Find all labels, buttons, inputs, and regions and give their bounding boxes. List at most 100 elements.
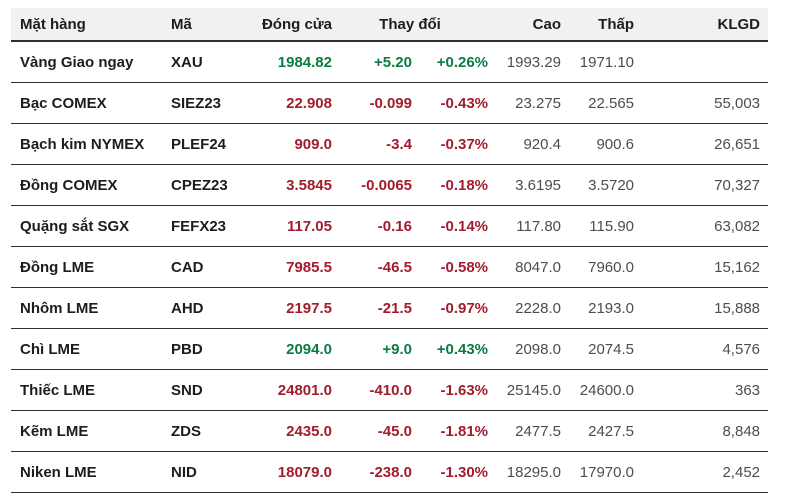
cell-volume: 363 xyxy=(634,369,769,411)
cell-volume: 15,888 xyxy=(634,287,769,329)
cell-low: 3.5720 xyxy=(561,164,635,206)
table-row: Bạch kim NYMEX PLEF24 909.0 -3.4 -0.37% 920.4… xyxy=(11,123,769,165)
cell-item: Kẽm LME xyxy=(11,410,162,452)
cell-volume: 15,162 xyxy=(634,246,769,288)
cell-change: -0.0065 xyxy=(332,164,412,206)
cell-code: AHD xyxy=(162,287,255,329)
cell-close: 1984.82 xyxy=(255,41,332,83)
cell-close: 7985.5 xyxy=(255,246,332,288)
col-header-item: Mặt hàng xyxy=(11,8,162,42)
table-row: Kẽm LME ZDS 2435.0 -45.0 -1.81% 2477.5 2427.5 8… xyxy=(11,410,769,452)
cell-volume: 26,651 xyxy=(634,123,769,165)
cell-volume: 8,848 xyxy=(634,410,769,452)
cell-volume: 2,452 xyxy=(634,451,769,493)
table-row: Vàng Giao ngay XAU 1984.82 +5.20 +0.26% 1993.… xyxy=(11,41,769,83)
cell-code: FEFX23 xyxy=(162,205,255,247)
cell-close: 24801.0 xyxy=(255,369,332,411)
cell-high: 117.80 xyxy=(488,205,562,247)
cell-item: Đồng COMEX xyxy=(11,164,162,206)
table-row: Đồng COMEX CPEZ23 3.5845 -0.0065 -0.18% 3.619… xyxy=(11,164,769,206)
cell-code: PLEF24 xyxy=(162,123,255,165)
cell-item: Thiếc LME xyxy=(11,369,162,411)
table-body: Vàng Giao ngay XAU 1984.82 +5.20 +0.26% 1993.… xyxy=(11,41,769,493)
cell-code: XAU xyxy=(162,41,255,83)
cell-high: 920.4 xyxy=(488,123,562,165)
col-header-code: Mã xyxy=(162,8,255,42)
cell-change: +9.0 xyxy=(332,328,412,370)
cell-high: 2228.0 xyxy=(488,287,562,329)
cell-code: NID xyxy=(162,451,255,493)
cell-volume: 55,003 xyxy=(634,82,769,124)
cell-change: -0.16 xyxy=(332,205,412,247)
col-header-low: Thấp xyxy=(561,8,635,42)
table-row: Thiếc LME SND 24801.0 -410.0 -1.63% 25145.0 24… xyxy=(11,369,769,411)
cell-high: 1993.29 xyxy=(488,41,562,83)
cell-low: 2074.5 xyxy=(561,328,635,370)
cell-item: Chì LME xyxy=(11,328,162,370)
cell-close: 22.908 xyxy=(255,82,332,124)
cell-change-pct: -0.97% xyxy=(412,287,489,329)
cell-close: 2197.5 xyxy=(255,287,332,329)
cell-close: 3.5845 xyxy=(255,164,332,206)
cell-high: 25145.0 xyxy=(488,369,562,411)
col-header-high: Cao xyxy=(488,8,562,42)
cell-item: Nhôm LME xyxy=(11,287,162,329)
cell-high: 2098.0 xyxy=(488,328,562,370)
cell-item: Bạch kim NYMEX xyxy=(11,123,162,165)
table-row: Niken LME NID 18079.0 -238.0 -1.30% 18295.0 17… xyxy=(11,451,769,493)
cell-change: -410.0 xyxy=(332,369,412,411)
cell-low: 17970.0 xyxy=(561,451,635,493)
cell-change-pct: -1.30% xyxy=(412,451,489,493)
cell-high: 3.6195 xyxy=(488,164,562,206)
cell-change-pct: -0.43% xyxy=(412,82,489,124)
header-row: Mặt hàng Mã Đóng cửa Thay đổi Cao Thấp K… xyxy=(11,8,769,42)
cell-code: ZDS xyxy=(162,410,255,452)
cell-code: SIEZ23 xyxy=(162,82,255,124)
table-row: Đồng LME CAD 7985.5 -46.5 -0.58% 8047.0 7960.0… xyxy=(11,246,769,288)
cell-code: CAD xyxy=(162,246,255,288)
cell-change-pct: -1.63% xyxy=(412,369,489,411)
cell-low: 7960.0 xyxy=(561,246,635,288)
cell-low: 2427.5 xyxy=(561,410,635,452)
cell-close: 2435.0 xyxy=(255,410,332,452)
cell-high: 8047.0 xyxy=(488,246,562,288)
cell-low: 1971.10 xyxy=(561,41,635,83)
cell-change: -45.0 xyxy=(332,410,412,452)
cell-change-pct: +0.43% xyxy=(412,328,489,370)
cell-high: 23.275 xyxy=(488,82,562,124)
col-header-volume: KLGD xyxy=(634,8,769,42)
cell-item: Bạc COMEX xyxy=(11,82,162,124)
cell-change: -3.4 xyxy=(332,123,412,165)
cell-change-pct: -0.37% xyxy=(412,123,489,165)
cell-change-pct: -0.14% xyxy=(412,205,489,247)
cell-code: PBD xyxy=(162,328,255,370)
cell-high: 18295.0 xyxy=(488,451,562,493)
cell-item: Vàng Giao ngay xyxy=(11,41,162,83)
cell-volume xyxy=(634,41,769,83)
cell-volume: 4,576 xyxy=(634,328,769,370)
cell-low: 2193.0 xyxy=(561,287,635,329)
col-header-close: Đóng cửa xyxy=(255,8,332,42)
table-row: Nhôm LME AHD 2197.5 -21.5 -0.97% 2228.0 2193.0… xyxy=(11,287,769,329)
cell-item: Đồng LME xyxy=(11,246,162,288)
cell-change-pct: -1.81% xyxy=(412,410,489,452)
cell-item: Niken LME xyxy=(11,451,162,493)
cell-close: 117.05 xyxy=(255,205,332,247)
cell-close: 909.0 xyxy=(255,123,332,165)
commodity-price-table: Mặt hàng Mã Đóng cửa Thay đổi Cao Thấp K… xyxy=(11,8,769,493)
cell-low: 115.90 xyxy=(561,205,635,247)
commodity-price-table-wrap: Mặt hàng Mã Đóng cửa Thay đổi Cao Thấp K… xyxy=(11,8,769,493)
cell-high: 2477.5 xyxy=(488,410,562,452)
cell-volume: 70,327 xyxy=(634,164,769,206)
cell-close: 2094.0 xyxy=(255,328,332,370)
cell-change-pct: -0.58% xyxy=(412,246,489,288)
cell-low: 22.565 xyxy=(561,82,635,124)
cell-change-pct: -0.18% xyxy=(412,164,489,206)
cell-change-pct: +0.26% xyxy=(412,41,489,83)
cell-close: 18079.0 xyxy=(255,451,332,493)
table-row: Bạc COMEX SIEZ23 22.908 -0.099 -0.43% 23.275 2… xyxy=(11,82,769,124)
table-header: Mặt hàng Mã Đóng cửa Thay đổi Cao Thấp K… xyxy=(11,8,769,42)
col-header-change: Thay đổi xyxy=(332,8,489,42)
cell-change: -21.5 xyxy=(332,287,412,329)
cell-change: -238.0 xyxy=(332,451,412,493)
